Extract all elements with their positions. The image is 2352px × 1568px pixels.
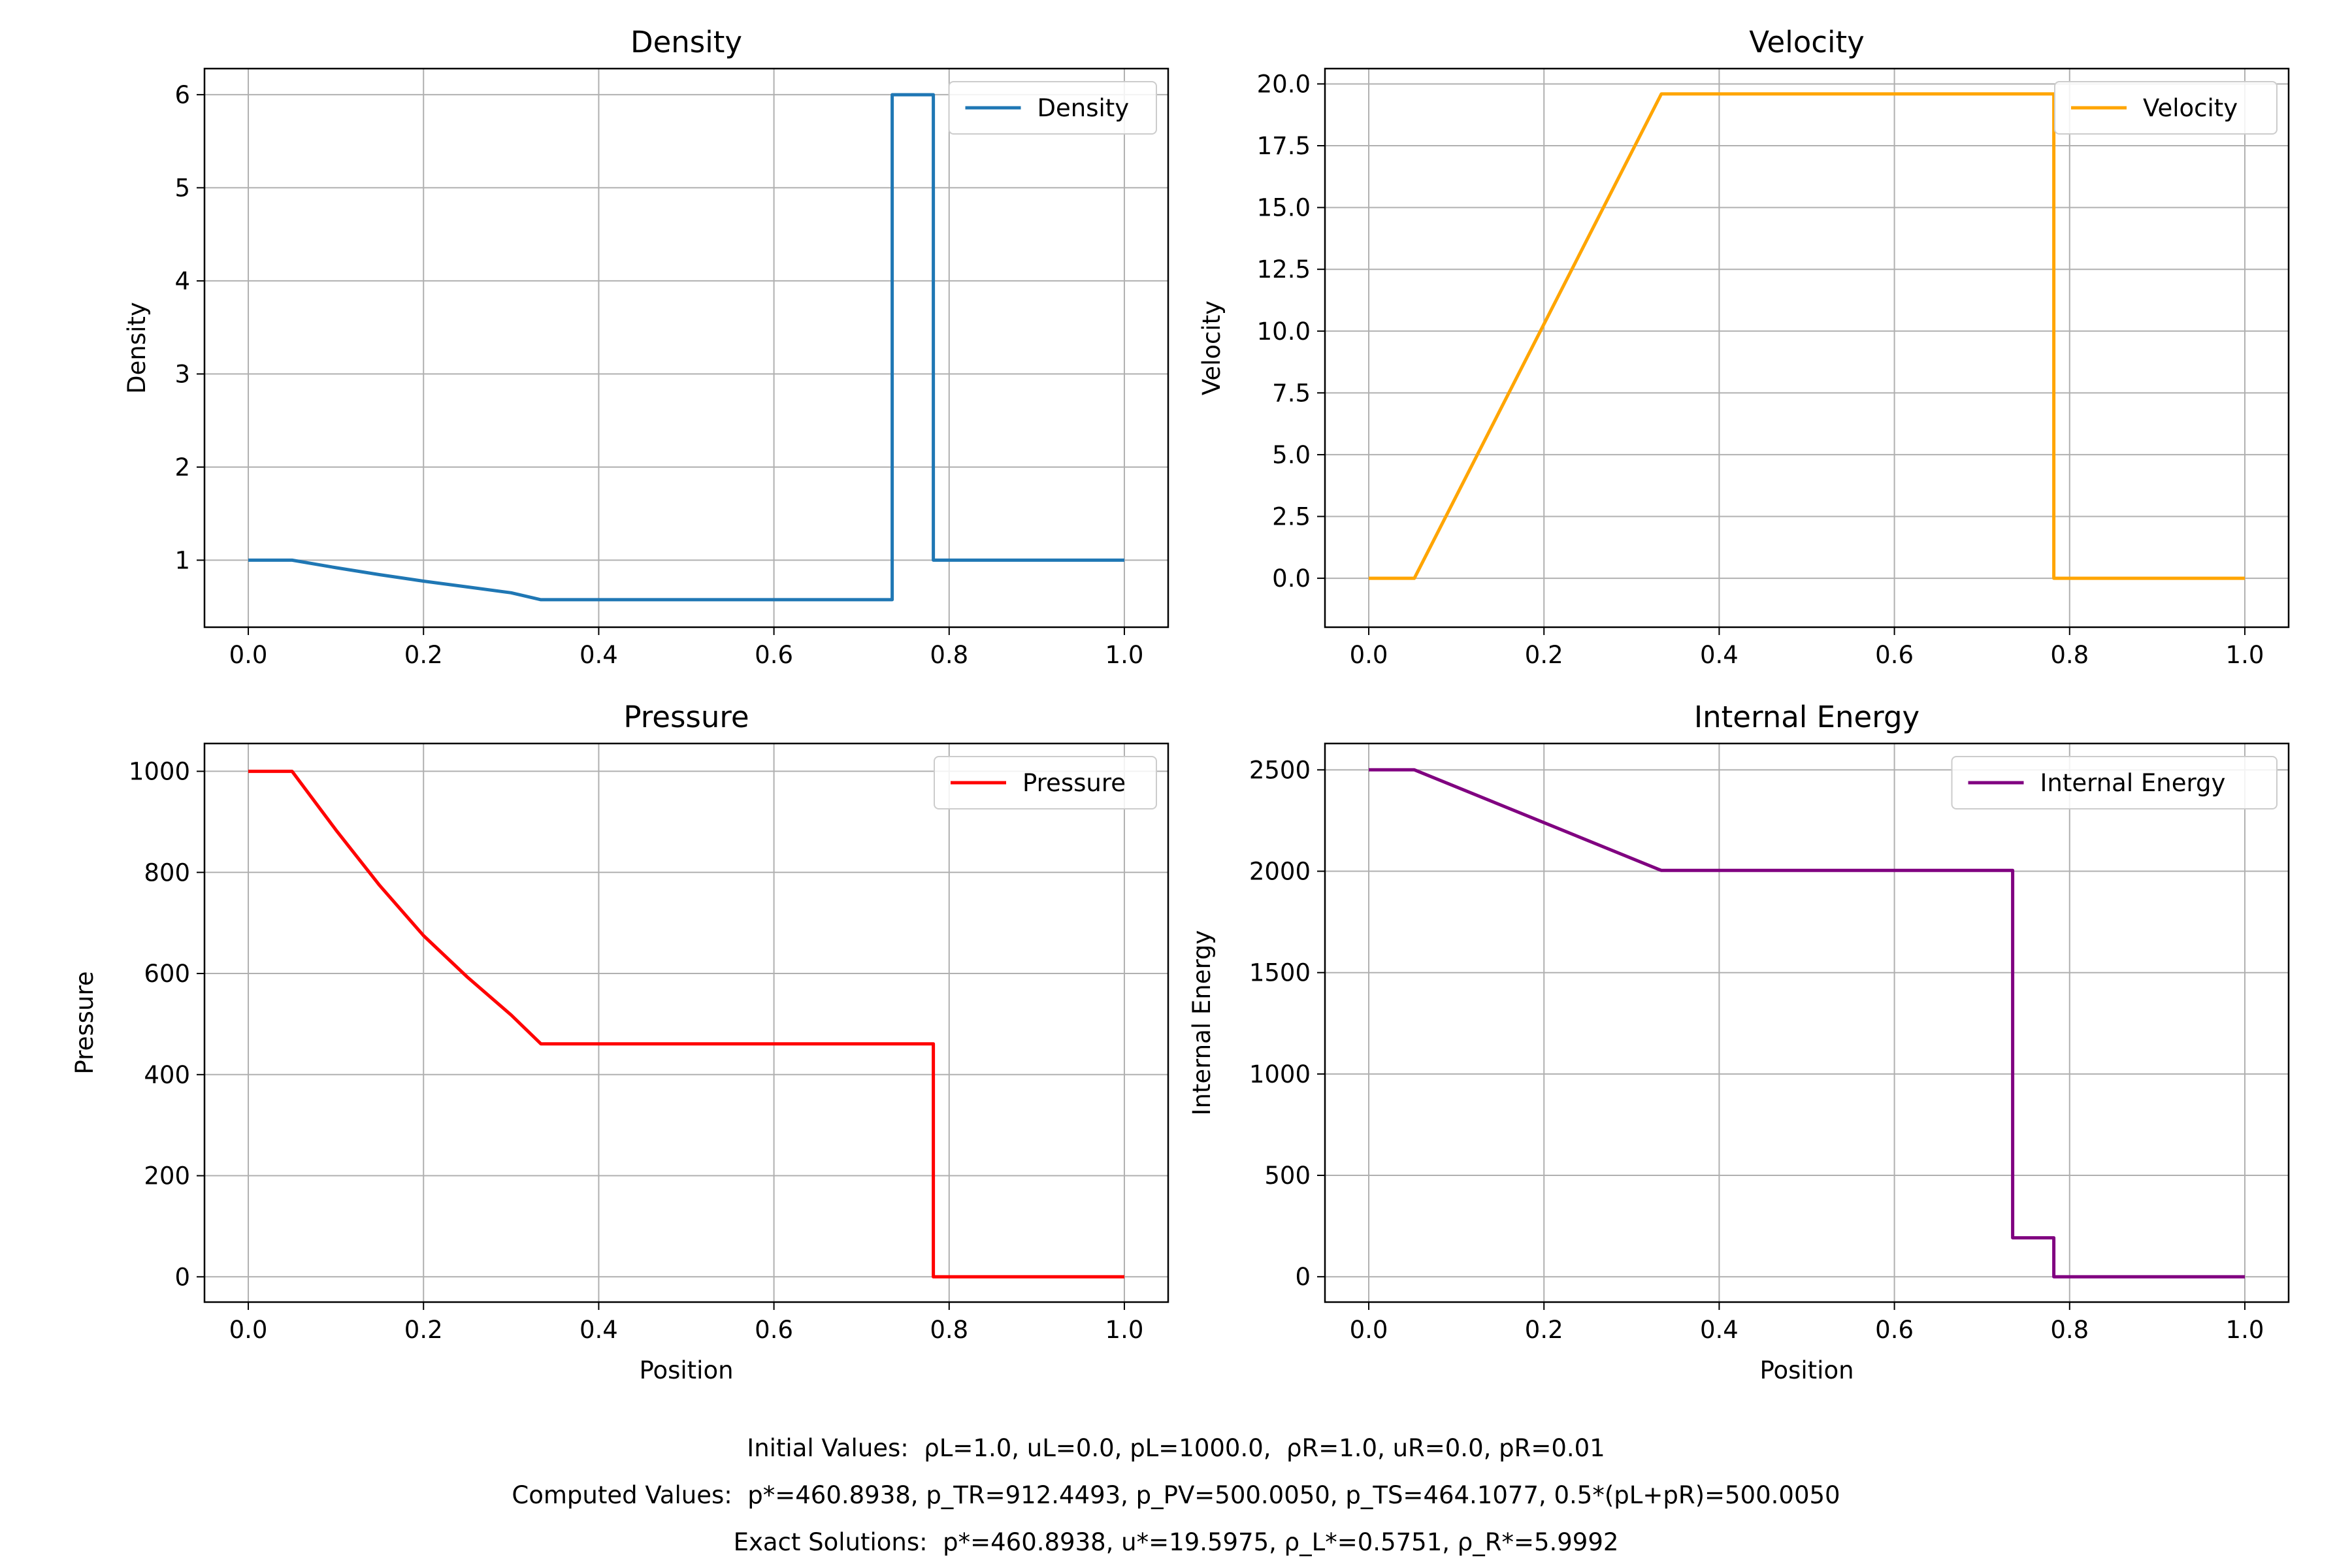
- y-tick-label: 20.0: [1257, 70, 1311, 98]
- y-tick-label: 500: [1264, 1162, 1311, 1190]
- legend: Density: [948, 81, 1157, 135]
- x-tick-label: 0.8: [2050, 641, 2089, 669]
- y-tick-label: 0: [174, 1263, 190, 1291]
- x-tick-label: 0.0: [1350, 1316, 1388, 1344]
- chart-title: Density: [630, 25, 742, 59]
- legend-label: Density: [1037, 94, 1130, 122]
- x-tick-label: 0.8: [930, 641, 968, 669]
- footer-computed-values: Computed Values: p*=460.8938, p_TR=912.4…: [512, 1481, 1840, 1509]
- y-tick-label: 6: [174, 81, 190, 109]
- chart-panel-2: 0.0 0.2 0.4 0.6 0.8 1.0 0.0 2.5 5.0 7.5 10.0 12.5 15…: [1198, 25, 2290, 669]
- y-axis-label: Density: [123, 302, 151, 394]
- axes-frame: [203, 742, 1169, 1303]
- legend: Pressure: [934, 756, 1157, 809]
- x-tick-label: 0.4: [1700, 641, 1739, 669]
- series-line: [248, 93, 1124, 602]
- y-tick-label: 5: [174, 174, 190, 202]
- y-axis-label: Pressure: [71, 972, 99, 1075]
- footer-exact-solutions: Exact Solutions: p*=460.8938, u*=19.5975…: [733, 1528, 1619, 1556]
- y-tick-label: 7.5: [1272, 379, 1311, 407]
- axes-frame: [1324, 742, 2290, 1303]
- y-tick-label: 2000: [1249, 858, 1311, 886]
- x-tick-label: 1.0: [1105, 1316, 1144, 1344]
- x-tick-label: 0.2: [1525, 1316, 1563, 1344]
- x-tick-label: 0.6: [755, 641, 793, 669]
- series-line: [1369, 92, 2245, 580]
- x-tick-label: 0.6: [1875, 641, 1914, 669]
- series-line: [1369, 768, 2245, 1279]
- y-tick-label: 600: [144, 960, 190, 988]
- legend-box: [948, 81, 1157, 135]
- chart-title: Internal Energy: [1694, 700, 1919, 734]
- footer-initial-values: Initial Values: ρL=1.0, uL=0.0, pL=1000.…: [747, 1434, 1605, 1462]
- series-line: [248, 770, 1124, 1279]
- legend-label: Pressure: [1022, 769, 1126, 797]
- y-tick-label: 12.5: [1257, 255, 1311, 284]
- x-tick-label: 0.8: [930, 1316, 968, 1344]
- y-tick-label: 1500: [1249, 959, 1311, 987]
- chart-panel-4: 0.0 0.2 0.4 0.6 0.8 1.0 0 500 1000 1500 2000 2500 In…: [1188, 700, 2290, 1384]
- x-tick-label: 1.0: [2226, 1316, 2264, 1344]
- legend-box: [1951, 756, 2278, 809]
- y-tick-label: 800: [144, 858, 190, 887]
- y-tick-label: 1: [174, 546, 190, 574]
- y-tick-label: 2: [174, 453, 190, 482]
- x-tick-label: 0.4: [580, 1316, 618, 1344]
- y-tick-label: 3: [174, 360, 190, 388]
- x-tick-label: 0.2: [404, 1316, 443, 1344]
- x-tick-label: 0.2: [1525, 641, 1563, 669]
- chart-title: Pressure: [623, 700, 749, 734]
- y-tick-label: 1000: [1249, 1060, 1311, 1088]
- x-tick-label: 0.4: [580, 641, 618, 669]
- legend-label: Velocity: [2143, 94, 2238, 122]
- x-tick-label: 0.4: [1700, 1316, 1739, 1344]
- y-tick-label: 0: [1295, 1263, 1311, 1291]
- legend-box: [934, 756, 1157, 809]
- x-tick-label: 0.6: [755, 1316, 793, 1344]
- x-tick-label: 0.0: [229, 641, 268, 669]
- y-tick-label: 400: [144, 1061, 190, 1089]
- x-axis-label: Position: [1759, 1356, 1854, 1384]
- chart-panel-1: 0.0 0.2 0.4 0.6 0.8 1.0 1 2 3 4 5 6 Density Density De…: [123, 25, 1169, 669]
- x-tick-label: 0.6: [1875, 1316, 1914, 1344]
- y-axis-label: Velocity: [1198, 301, 1226, 395]
- y-tick-label: 2.5: [1272, 503, 1311, 531]
- legend: Internal Energy: [1951, 756, 2278, 809]
- x-tick-label: 1.0: [1105, 641, 1144, 669]
- x-tick-label: 1.0: [2226, 641, 2264, 669]
- y-tick-label: 4: [174, 267, 190, 295]
- y-tick-label: 17.5: [1257, 132, 1311, 160]
- y-tick-label: 15.0: [1257, 194, 1311, 222]
- y-axis-label: Internal Energy: [1188, 930, 1216, 1116]
- axes-frame: [203, 67, 1169, 629]
- x-tick-label: 0.0: [229, 1316, 268, 1344]
- x-axis-label: Position: [639, 1356, 733, 1384]
- chart-panel-3: 0.0 0.2 0.4 0.6 0.8 1.0 0 200 400 600 800 1000 Press…: [71, 700, 1169, 1384]
- y-tick-label: 2500: [1249, 756, 1311, 784]
- y-tick-label: 10.0: [1257, 318, 1311, 346]
- y-tick-label: 0.0: [1272, 564, 1311, 593]
- x-tick-label: 0.2: [404, 641, 443, 669]
- chart-title: Velocity: [1749, 25, 1865, 59]
- x-tick-label: 0.0: [1350, 641, 1388, 669]
- axes-frame: [1324, 67, 2290, 629]
- y-tick-label: 1000: [129, 758, 190, 786]
- legend-label: Internal Energy: [2040, 769, 2226, 797]
- x-tick-label: 0.8: [2050, 1316, 2089, 1344]
- legend-box: [2054, 81, 2278, 135]
- y-tick-label: 5.0: [1272, 441, 1311, 469]
- y-tick-label: 200: [144, 1162, 190, 1190]
- legend: Velocity: [2054, 81, 2278, 135]
